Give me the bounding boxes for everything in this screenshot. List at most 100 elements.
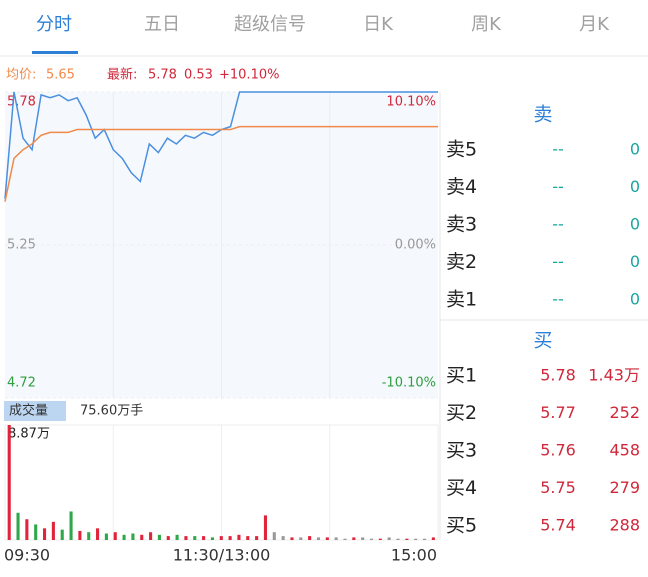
volume-bar — [272, 532, 276, 540]
volume-bar — [219, 536, 223, 540]
tab[interactable]: 日K — [363, 14, 394, 35]
price-line — [4, 125, 438, 202]
volume-bar — [431, 537, 435, 540]
volume-bar — [175, 534, 179, 540]
y-tick-label: 5.25 — [7, 238, 36, 253]
book-price: 5.75 — [540, 478, 576, 497]
book-volume: 252 — [609, 403, 640, 422]
y2-tick-label: 10.10% — [386, 95, 436, 110]
book-label: 卖2 — [446, 251, 477, 273]
book-volume: 0 — [630, 252, 640, 271]
book-price: -- — [552, 177, 564, 196]
book-price: 5.78 — [540, 366, 576, 385]
volume-bar — [78, 530, 82, 540]
volume-title: 成交量 — [9, 403, 48, 419]
book-price: 5.76 — [540, 441, 576, 460]
volume-bar — [361, 537, 365, 540]
volume-tag — [4, 401, 66, 421]
book-label: 卖1 — [446, 289, 477, 311]
volume-bar — [202, 536, 206, 540]
tab[interactable]: 超级信号 — [234, 14, 306, 35]
volume-bar — [140, 534, 144, 540]
volume-bar — [193, 536, 197, 540]
volume-bar — [131, 533, 135, 540]
volume-bar — [122, 534, 126, 540]
volume-bar — [25, 519, 29, 540]
book-label: 买4 — [446, 477, 477, 499]
volume-bar — [290, 537, 294, 540]
book-volume: 458 — [609, 441, 640, 460]
volume-total: 75.60万手 — [80, 404, 143, 419]
volume-bar — [414, 538, 418, 540]
volume-bar — [16, 512, 20, 540]
volume-bar — [34, 524, 38, 540]
volume-bar — [308, 536, 312, 540]
avg-label: 均价: — [6, 68, 36, 83]
tab[interactable]: 五日 — [144, 14, 180, 35]
book-price: 5.77 — [540, 403, 576, 422]
book-label: 买5 — [446, 515, 477, 537]
tab[interactable]: 分时 — [36, 14, 72, 35]
book-volume: 0 — [630, 215, 640, 234]
sell-header: 卖 — [533, 104, 552, 126]
book-volume: 1.43万 — [588, 366, 640, 385]
volume-bar — [210, 537, 214, 540]
volume-bar — [422, 538, 427, 540]
book-volume: 288 — [609, 516, 640, 535]
volume-bar — [255, 536, 259, 540]
volume-bar — [246, 536, 250, 540]
volume-bar — [51, 521, 55, 540]
book-label: 卖3 — [446, 214, 477, 236]
y-tick-label: 4.72 — [7, 376, 36, 391]
book-volume: 279 — [609, 478, 640, 497]
book-volume: 0 — [630, 290, 640, 309]
latest-label: 最新: — [107, 67, 137, 83]
volume-bar — [396, 538, 400, 540]
volume-bar — [316, 537, 321, 540]
volume-bar — [343, 538, 347, 540]
volume-bar — [104, 533, 108, 540]
book-label: 卖5 — [446, 139, 477, 161]
volume-bar — [369, 538, 374, 540]
volume-bar — [237, 534, 241, 540]
tab[interactable]: 周K — [471, 14, 502, 35]
book-price: -- — [552, 215, 564, 234]
volume-bar — [87, 532, 91, 540]
book-price: -- — [552, 290, 564, 309]
volume-bar — [299, 537, 303, 540]
volume-bar — [42, 528, 47, 540]
y2-tick-label: -10.10% — [382, 376, 436, 391]
volume-bar — [184, 536, 188, 540]
volume-bar — [325, 537, 329, 540]
book-price: -- — [552, 140, 564, 159]
volume-bar — [334, 537, 338, 540]
tab[interactable]: 月K — [579, 14, 610, 35]
volume-bar — [405, 538, 409, 540]
buy-header: 买 — [533, 330, 552, 352]
volume-bar — [113, 532, 117, 540]
volume-bar — [263, 515, 268, 540]
volume-tick-label: 8.87万 — [8, 427, 50, 442]
y-tick-label: 5.78 — [7, 95, 36, 110]
book-price: -- — [552, 252, 564, 271]
book-label: 买2 — [446, 402, 477, 424]
volume-bar — [281, 536, 285, 540]
x-tick-label: 09:30 — [4, 546, 50, 565]
change-pct: +10.10% — [219, 68, 279, 83]
volume-bar — [60, 529, 64, 540]
volume-bar — [228, 536, 232, 540]
y2-tick-label: 0.00% — [395, 238, 436, 253]
book-volume: 0 — [630, 140, 640, 159]
book-price: 5.74 — [540, 516, 576, 535]
volume-bar — [378, 538, 382, 540]
volume-bar — [387, 537, 391, 540]
volume-bar — [157, 534, 161, 540]
x-tick-label: 15:00 — [391, 546, 437, 565]
latest-value: 5.78 — [148, 68, 177, 83]
tab-underline — [32, 51, 78, 54]
volume-bar — [149, 532, 153, 540]
volume-bar — [7, 425, 11, 540]
book-label: 卖4 — [446, 176, 477, 198]
